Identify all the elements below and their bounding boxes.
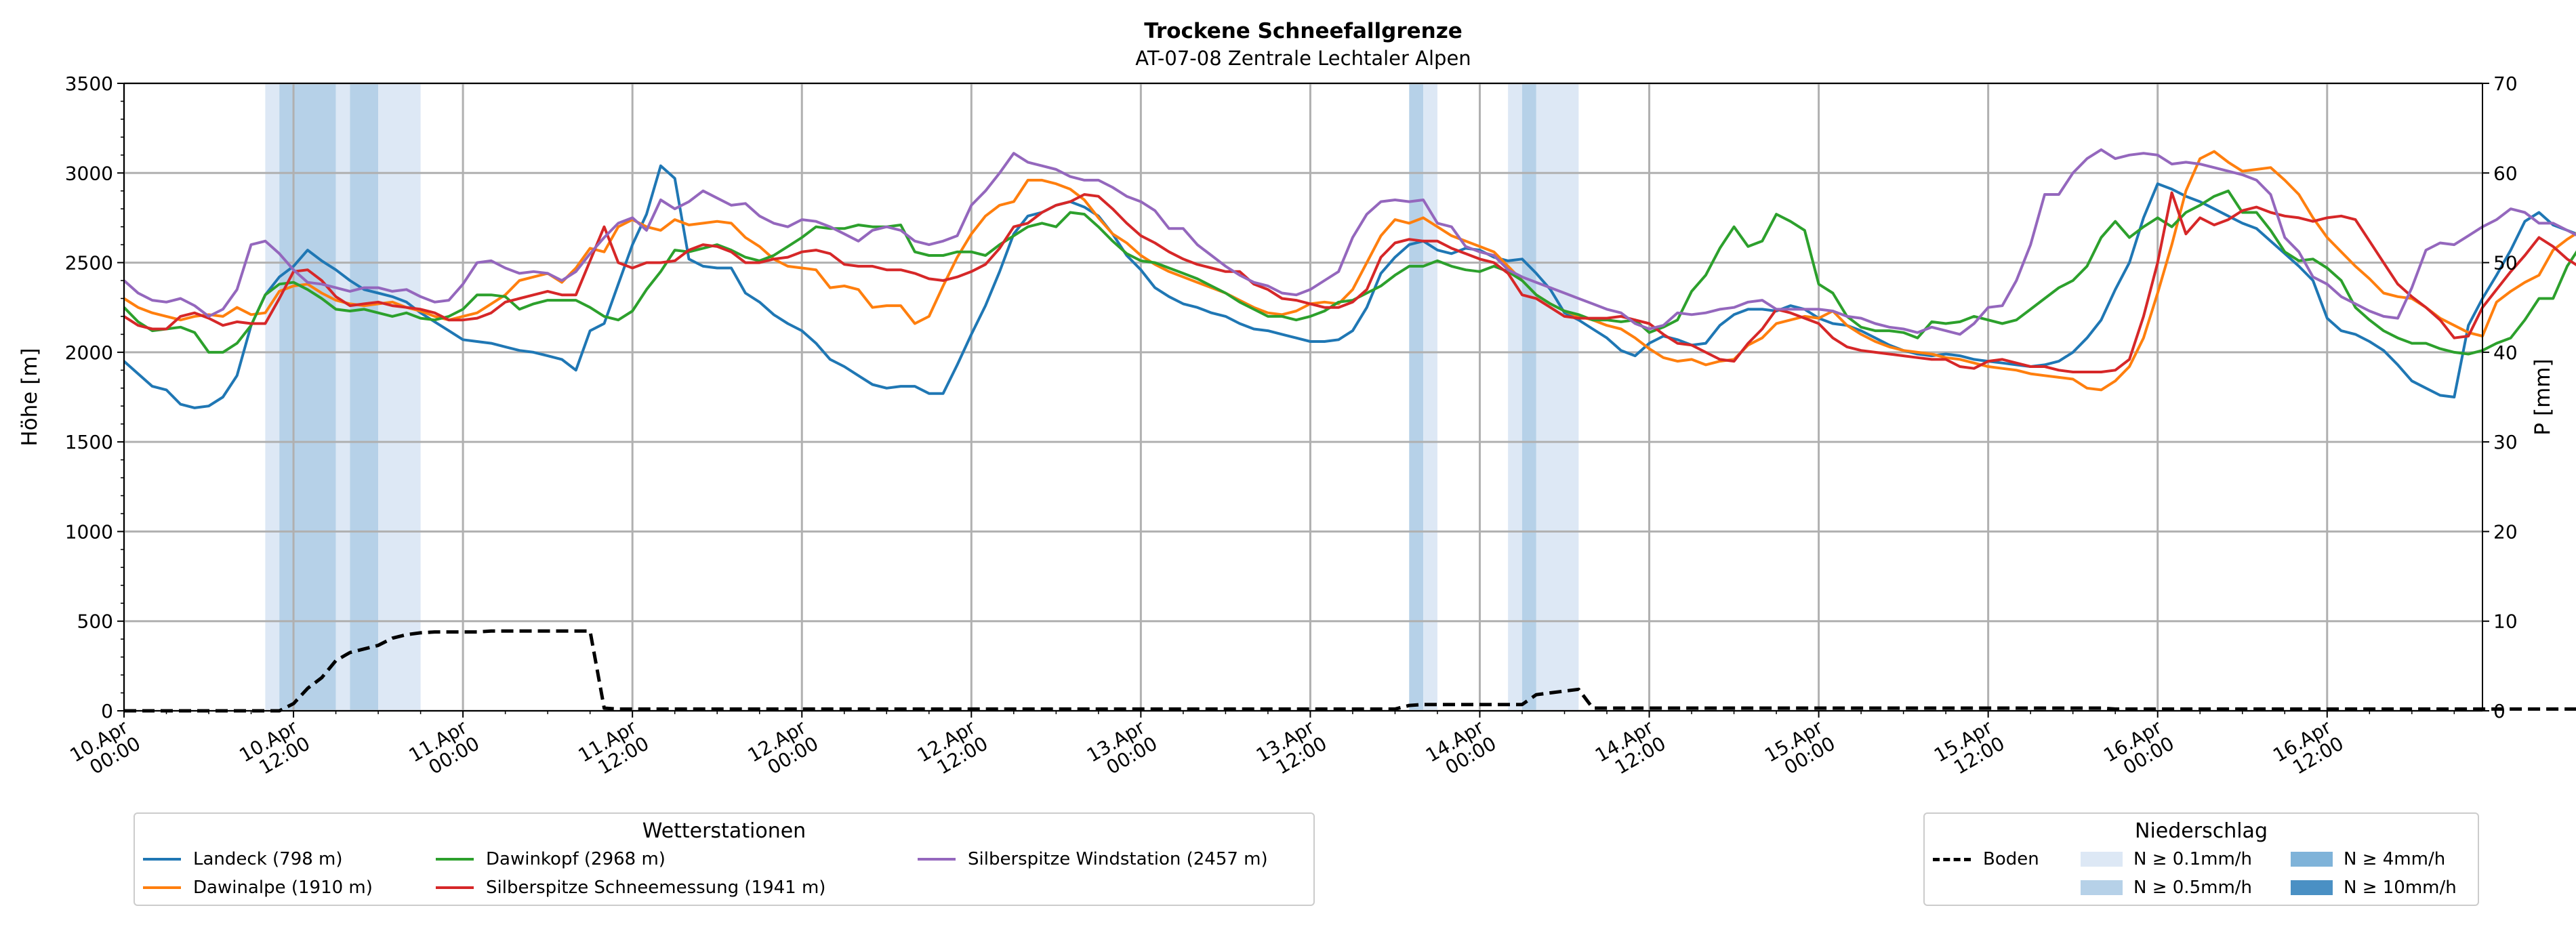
legend-swatch-precip-4 — [2291, 852, 2333, 867]
legend-swatch-dawinkopf — [436, 858, 474, 861]
legend-swatch-landeck — [143, 858, 181, 861]
series-line-0 — [123, 164, 2576, 409]
ytick-label-0: 0 — [101, 700, 113, 722]
precip-band-8 — [1521, 83, 1536, 711]
legend-stations: Wetterstationen Landeck (798 m) Dawinalp… — [134, 812, 1315, 906]
series-line-1 — [123, 150, 2576, 392]
legend-swatch-dawinalpe — [143, 886, 181, 889]
legend-item-precip-01: N ≥ 0.1mm/h — [2081, 849, 2252, 869]
precip-band-9 — [1536, 83, 1579, 711]
series-line-5 — [124, 629, 2576, 713]
legend-precip: Niederschlag Boden N ≥ 0.1mm/h N ≥ 0.5mm… — [1923, 812, 2479, 906]
chart-title: Trockene Schneefallgrenze — [1144, 19, 1463, 43]
legend-label-dawinalpe: Dawinalpe (1910 m) — [193, 878, 373, 898]
precip-bands — [265, 83, 1579, 711]
legend-swatch-boden — [1933, 857, 1971, 861]
y2tick-label-6: 60 — [2493, 162, 2518, 184]
legend-label-precip-01: N ≥ 0.1mm/h — [2133, 849, 2253, 869]
axis-ticks: 0 500 1000 1500 2000 2500 3000 3500 0 10 20 30 40 50 6… — [65, 73, 2518, 779]
y2tick-label-3: 30 — [2493, 431, 2518, 453]
legend-swatch-precip-05 — [2081, 880, 2123, 895]
y2tick-label-2: 20 — [2493, 520, 2518, 543]
legend-stations-title: Wetterstationen — [642, 819, 806, 843]
series-line-2 — [123, 189, 2576, 356]
ytick-label-6: 3000 — [65, 162, 113, 184]
ytick-label-5: 2500 — [65, 252, 113, 274]
precip-band-4 — [378, 83, 421, 711]
legend-swatch-silberspitze-wind — [918, 858, 956, 861]
ytick-label-7: 3500 — [65, 73, 113, 95]
precip-band-3 — [350, 83, 379, 711]
y-axis-label: Höhe [m] — [18, 348, 42, 446]
legend-item-precip-10: N ≥ 10mm/h — [2291, 878, 2457, 898]
precip-band-7 — [1508, 83, 1522, 711]
series-lines — [123, 148, 2576, 713]
legend-label-precip-4: N ≥ 4mm/h — [2344, 849, 2446, 869]
y2tick-label-0: 0 — [2493, 700, 2506, 722]
ytick-label-3: 1500 — [65, 431, 113, 453]
legend-precip-title: Niederschlag — [2135, 819, 2268, 843]
legend-label-dawinkopf: Dawinkopf (2968 m) — [486, 849, 666, 869]
y2tick-label-1: 10 — [2493, 611, 2518, 633]
legend-item-precip-05: N ≥ 0.5mm/h — [2081, 878, 2252, 898]
grid-lines — [123, 82, 2482, 712]
y2tick-label-5: 50 — [2493, 252, 2518, 274]
legend-item-dawinalpe: Dawinalpe (1910 m) — [143, 878, 373, 898]
ytick-label-1: 500 — [77, 611, 113, 633]
ytick-label-4: 2000 — [65, 342, 113, 364]
legend-swatch-silberspitze-schnee — [436, 886, 474, 889]
legend-label-silberspitze-schnee: Silberspitze Schneemessung (1941 m) — [486, 878, 826, 898]
legend-item-landeck: Landeck (798 m) — [143, 849, 343, 869]
precip-band-0 — [265, 83, 280, 711]
y2tick-label-4: 40 — [2493, 342, 2518, 364]
y2tick-label-7: 70 — [2493, 73, 2518, 95]
legend-label-precip-10: N ≥ 10mm/h — [2344, 878, 2457, 898]
precip-band-2 — [335, 83, 350, 711]
legend-swatch-precip-10 — [2291, 880, 2333, 895]
legend-swatch-precip-01 — [2081, 852, 2123, 867]
legend-item-dawinkopf: Dawinkopf (2968 m) — [436, 849, 666, 869]
y2-axis-label: P [mm] — [2531, 358, 2555, 435]
legend-label-precip-05: N ≥ 0.5mm/h — [2133, 878, 2253, 898]
precip-band-1 — [279, 83, 336, 711]
legend-item-precip-4: N ≥ 4mm/h — [2291, 849, 2445, 869]
legend-label-silberspitze-wind: Silberspitze Windstation (2457 m) — [968, 849, 1268, 869]
legend-item-silberspitze-wind: Silberspitze Windstation (2457 m) — [918, 849, 1268, 869]
chart-subtitle: AT-07-08 Zentrale Lechtaler Alpen — [1135, 47, 1471, 70]
legend-label-boden: Boden — [1983, 849, 2039, 869]
precip-band-5 — [1409, 83, 1424, 711]
ytick-label-2: 1000 — [65, 520, 113, 543]
legend-label-landeck: Landeck (798 m) — [193, 849, 343, 869]
plot-frame — [123, 83, 2483, 711]
series-line-3 — [123, 191, 2576, 373]
legend-item-boden: Boden — [1933, 849, 2039, 869]
precip-band-6 — [1423, 83, 1437, 711]
legend-item-silberspitze-schnee: Silberspitze Schneemessung (1941 m) — [436, 878, 825, 898]
series-line-4 — [123, 148, 2576, 336]
